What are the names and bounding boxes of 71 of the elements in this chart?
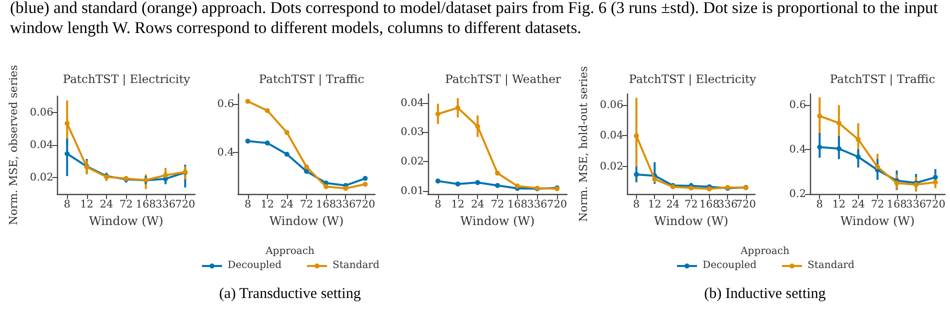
text: (blue) and standard (orange) approach. Dots correspond to model/dataset pairs from Fig. 6 (3 runs ±std). Dot size is proportional to the input window length W. Rows correspond to different models, columns to different datasets. [10, 0, 939, 38]
x-tick-label: 72 [119, 198, 133, 210]
x-axis-title: Window (W) [840, 214, 915, 228]
x-axis-title: Window (W) [269, 214, 344, 228]
x-tick-label: 12 [451, 198, 464, 210]
y-tick-label: 0.06 [600, 98, 624, 111]
y-tick-label: 0.06 [30, 106, 54, 118]
chart-title: PatchTST | Traffic [258, 72, 364, 86]
chart-title: PatchTST | Weather [445, 72, 562, 86]
y-tick-label: 0.4 [217, 146, 234, 159]
x-tick-label: 168 [886, 198, 907, 210]
x-tick-label: 24 [280, 198, 294, 210]
text: (b) Inductive setting [703, 286, 827, 303]
y-axis-title: Norm. MSE, observed series [7, 64, 20, 226]
x-tick-label: 720 [355, 198, 376, 210]
x-tick-label: 12 [260, 198, 274, 210]
y-tick-label: 0.03 [400, 126, 424, 138]
x-tick-label: 24 [470, 198, 485, 210]
x-tick-label: 8 [64, 198, 70, 210]
y-tick-label: 0.04 [30, 139, 54, 152]
chart-title: PatchTST | Electricity [628, 72, 757, 86]
x-tick-label: 168 [316, 198, 336, 210]
x-tick-label: 8 [244, 198, 252, 210]
y-axis-title: Norm. MSE, hold-out series [577, 66, 590, 222]
x-tick-label: 168 [136, 198, 156, 210]
legend-label: Decoupled [702, 260, 757, 271]
legend-label: Decoupled [228, 260, 282, 271]
y-tick-label: 0.04 [400, 96, 424, 109]
y-tick-label: 0.02 [600, 160, 624, 172]
x-tick-label: 12 [648, 198, 662, 210]
chart-title: PatchTST | Traffic [830, 72, 936, 86]
legend-title: Approach [264, 246, 316, 257]
x-axis-title: Window (W) [460, 214, 535, 228]
y-tick-label: 0.6 [789, 99, 806, 112]
x-axis-title: Window (W) [654, 214, 728, 228]
x-tick-label: 720 [736, 198, 756, 210]
legend-label: Standard [332, 260, 380, 271]
x-tick-label: 72 [490, 198, 504, 210]
x-axis-title: Window (W) [88, 214, 164, 228]
y-tick-label: 0.6 [217, 98, 234, 110]
x-tick-label: 72 [300, 198, 314, 210]
x-tick-label: 168 [699, 198, 720, 210]
x-tick-label: 8 [633, 198, 640, 210]
x-tick-label: 12 [832, 198, 846, 210]
text: (a) Transductive setting [218, 286, 362, 303]
x-tick-label: 8 [816, 198, 823, 210]
x-tick-label: 72 [684, 198, 698, 210]
x-tick-label: 24 [100, 198, 114, 210]
chart-title: PatchTST | Electricity [62, 72, 191, 86]
y-tick-label: 0.02 [400, 156, 424, 168]
x-tick-label: 336 [155, 198, 176, 210]
y-tick-label: 0.02 [30, 172, 54, 184]
x-tick-label: 8 [434, 198, 442, 210]
x-tick-label: 336 [527, 198, 548, 210]
x-tick-label: 12 [80, 198, 94, 210]
y-tick-label: 0.2 [789, 188, 806, 200]
x-tick-label: 720 [175, 198, 196, 210]
legend-title: Approach [740, 246, 790, 257]
x-tick-label: 336 [718, 198, 738, 210]
x-tick-label: 24 [666, 198, 680, 210]
legend-label: Standard [808, 260, 854, 271]
x-tick-label: 720 [925, 198, 946, 210]
x-tick-label: 24 [852, 198, 866, 210]
y-tick-label: 0.4 [789, 144, 806, 156]
x-tick-label: 72 [870, 198, 884, 210]
y-tick-label: 0.04 [600, 130, 624, 142]
x-tick-label: 336 [906, 198, 926, 210]
x-tick-label: 336 [336, 198, 356, 210]
x-tick-label: 168 [507, 198, 528, 210]
x-tick-label: 720 [547, 198, 568, 210]
y-tick-label: 0.01 [400, 185, 424, 198]
